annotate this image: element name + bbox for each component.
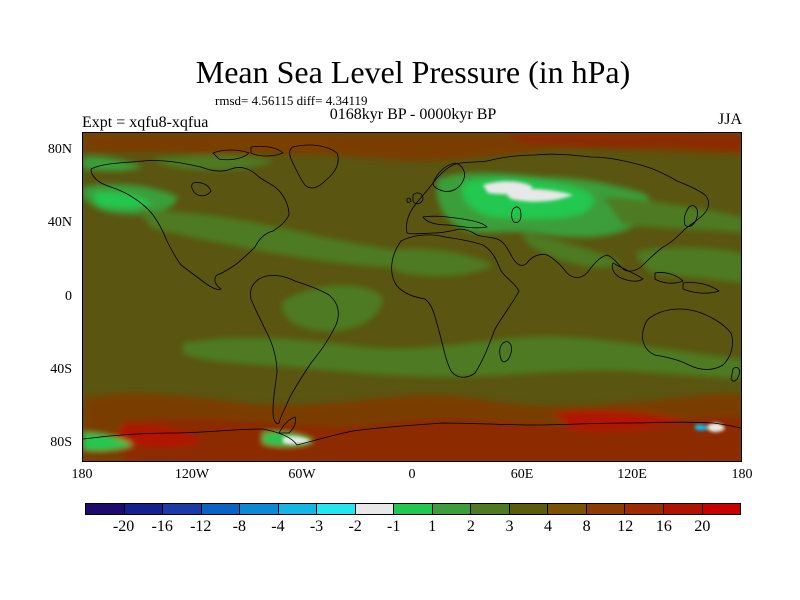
rmsd-diff-stats: rmsd= 4.56115 diff= 4.34119 — [215, 93, 368, 108]
colorbar-swatch — [163, 504, 202, 514]
colorbar-label: -8 — [232, 518, 247, 535]
coast-scandinavia — [432, 162, 465, 192]
coast-antarctica — [83, 421, 741, 446]
field-highlights — [283, 181, 725, 445]
colorbar-label: 3 — [505, 518, 514, 535]
lon-label-120e: 120E — [617, 467, 647, 482]
coast-british-isles — [406, 192, 424, 205]
coast-japan — [683, 205, 698, 227]
colorbar-swatch — [394, 504, 433, 514]
pressure-difference-map — [82, 132, 742, 462]
colorbar-swatch — [240, 504, 279, 514]
coast-south-america — [250, 275, 339, 424]
colorbar-swatch — [355, 504, 395, 514]
colorbar-swatch — [432, 504, 472, 514]
colorbar-label: -3 — [309, 518, 324, 535]
coast-africa — [391, 234, 520, 378]
colorbar-label: -2 — [348, 518, 362, 535]
lon-label-60w: 60W — [288, 467, 316, 482]
season-label: JJA — [717, 111, 742, 128]
lon-label-120w: 120W — [174, 467, 210, 482]
coast-southeast-asia — [611, 262, 720, 294]
colorbar-label: 2 — [466, 518, 475, 535]
colorbar-label: -16 — [151, 518, 173, 535]
colorbar — [85, 503, 741, 515]
plot-title: Mean Sea Level Pressure (in hPa) — [195, 54, 631, 90]
coast-australia — [642, 308, 733, 370]
coastlines — [83, 144, 741, 446]
colorbar-swatch — [471, 504, 510, 514]
coast-new-zealand — [730, 367, 740, 382]
colorbar-label: 12 — [617, 518, 634, 535]
colorbar-label: -20 — [112, 518, 135, 535]
colorbar-swatch — [278, 504, 318, 514]
coast-hudson-bay — [191, 182, 212, 197]
lat-label-80n: 80N — [47, 142, 72, 157]
colorbar-label: -4 — [271, 518, 285, 535]
colorbar-label: -12 — [190, 518, 212, 535]
lat-label-40s: 40S — [50, 362, 72, 377]
colorbar-swatch — [86, 504, 125, 514]
coast-madagascar — [499, 341, 512, 363]
colorbar-swatch — [509, 504, 549, 514]
colorbar-label: 8 — [582, 518, 591, 535]
lon-label-60e: 60E — [510, 467, 534, 482]
colorbar-swatch — [663, 504, 703, 514]
colorbar-swatch — [625, 504, 664, 514]
lon-label-180w: 180 — [71, 467, 93, 482]
coast-eurasia — [406, 153, 709, 278]
colorbar-label: 1 — [428, 518, 437, 535]
experiment-label: Expt = xqfu8-xqfua — [82, 114, 209, 131]
colorbar-swatch — [586, 504, 626, 514]
lon-label-0: 0 — [408, 467, 416, 482]
colorbar-label: 4 — [544, 518, 553, 535]
colorbar-label: 20 — [694, 518, 711, 535]
lat-label-40n: 40N — [47, 215, 72, 230]
period-subtitle: 0168kyr BP - 0000kyr BP — [329, 106, 497, 123]
coast-caspian — [511, 206, 522, 223]
coast-north-america — [90, 160, 290, 290]
map-svg — [83, 133, 741, 461]
colorbar-swatch — [201, 504, 241, 514]
colorbar-label: -1 — [387, 518, 401, 535]
lat-label-0: 0 — [65, 289, 72, 304]
colorbar-swatch — [702, 504, 741, 514]
lon-label-180e: 180 — [731, 467, 753, 482]
coast-greenland — [289, 144, 339, 189]
lat-label-80s: 80S — [50, 435, 72, 450]
colorbar-swatch — [317, 504, 356, 514]
colorbar-swatch — [548, 504, 587, 514]
coast-mediterranean — [422, 215, 488, 229]
colorbar-swatch — [124, 504, 164, 514]
coast-antarctic-peninsula — [278, 416, 296, 434]
coast-arctic-islands — [212, 145, 284, 161]
colorbar-label: 16 — [655, 518, 672, 535]
